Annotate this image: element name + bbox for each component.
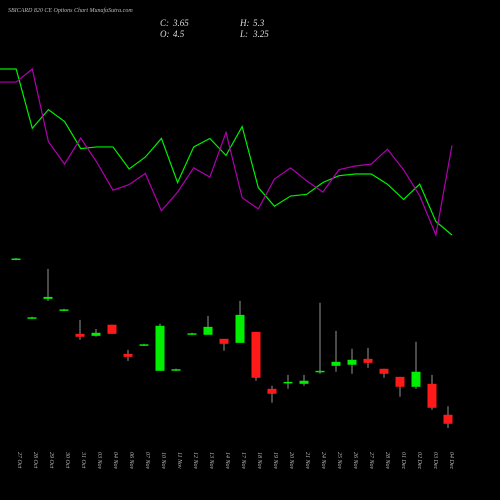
x-tick-label: 27 Oct — [16, 452, 22, 468]
x-tick-label: 12 Nov — [192, 452, 198, 470]
header-value: 4.5 — [173, 29, 185, 39]
candle-body — [331, 361, 341, 366]
candle-body — [139, 344, 149, 346]
header-label: O: — [160, 29, 170, 39]
candle-body — [123, 353, 133, 357]
header-value: 3.25 — [252, 29, 269, 39]
candle-body — [251, 331, 261, 378]
header-label: H: — [239, 18, 250, 28]
candle-body — [411, 371, 421, 387]
candle-body — [283, 381, 293, 384]
candle-body — [43, 296, 53, 299]
x-tick-label: 24 Nov — [320, 452, 327, 470]
x-tick-label: 19 Nov — [272, 452, 278, 470]
x-tick-label: 07 Nov — [144, 452, 150, 470]
candle-body — [203, 326, 213, 335]
candle-body — [11, 258, 21, 261]
candle-body — [347, 359, 357, 365]
candle-body — [107, 324, 117, 334]
x-tick-label: 21 Nov — [304, 452, 310, 470]
candle-body — [91, 332, 101, 336]
indicator-line — [0, 67, 453, 238]
candle-body — [155, 325, 165, 371]
candle-body — [379, 368, 389, 374]
x-tick-label: 01 Dec — [400, 452, 406, 469]
x-tick-label: 14 Nov — [224, 452, 231, 470]
candle-body — [75, 333, 85, 337]
x-tick-label: 25 Nov — [336, 452, 342, 470]
x-tick-label: 10 Nov — [160, 452, 166, 470]
candle-body — [299, 380, 309, 384]
candle-body — [219, 338, 229, 344]
x-tick-label: 06 Nov — [128, 452, 134, 470]
candle-body — [443, 414, 453, 424]
x-tick-label: 29 Oct — [48, 452, 54, 468]
candle-body — [27, 317, 37, 319]
candle-body — [171, 369, 181, 371]
header-label: L: — [239, 29, 248, 39]
x-tick-label: 30 Oct — [64, 451, 70, 468]
indicator-line — [0, 68, 453, 236]
x-tick-label: 02 Dec — [416, 452, 422, 469]
x-tick-label: 27 Nov — [368, 452, 374, 470]
candle-body — [187, 333, 197, 335]
x-tick-label: 11 Nov — [176, 452, 182, 469]
candle-body — [427, 383, 437, 408]
candle-body — [363, 358, 373, 363]
header-value: 5.3 — [253, 18, 265, 28]
x-tick-label: 31 Oct — [80, 451, 86, 468]
candle-body — [395, 376, 405, 387]
candle-body — [59, 309, 69, 311]
x-tick-label: 20 Nov — [288, 452, 294, 470]
x-tick-label: 13 Nov — [208, 452, 214, 470]
x-tick-label: 04 Dec — [448, 452, 455, 469]
header-label: C: — [160, 18, 169, 28]
x-tick-label: 04 Nov — [112, 452, 119, 470]
candle-body — [267, 388, 277, 394]
x-tick-label: 18 Nov — [256, 452, 262, 470]
x-tick-label: 28 Oct — [32, 452, 38, 468]
candle-body — [315, 370, 325, 373]
x-tick-label: 26 Nov — [352, 452, 358, 470]
candle-body — [235, 314, 245, 343]
x-tick-label: 28 Nov — [384, 452, 390, 470]
x-tick-label: 03 Dec — [432, 452, 438, 469]
x-tick-label: 03 Nov — [96, 452, 102, 470]
header-value: 3.65 — [172, 18, 189, 28]
x-tick-label: 17 Nov — [240, 452, 246, 470]
chart-title: SBICARD 820 CE Options Chart MunafaSutra… — [8, 7, 133, 14]
